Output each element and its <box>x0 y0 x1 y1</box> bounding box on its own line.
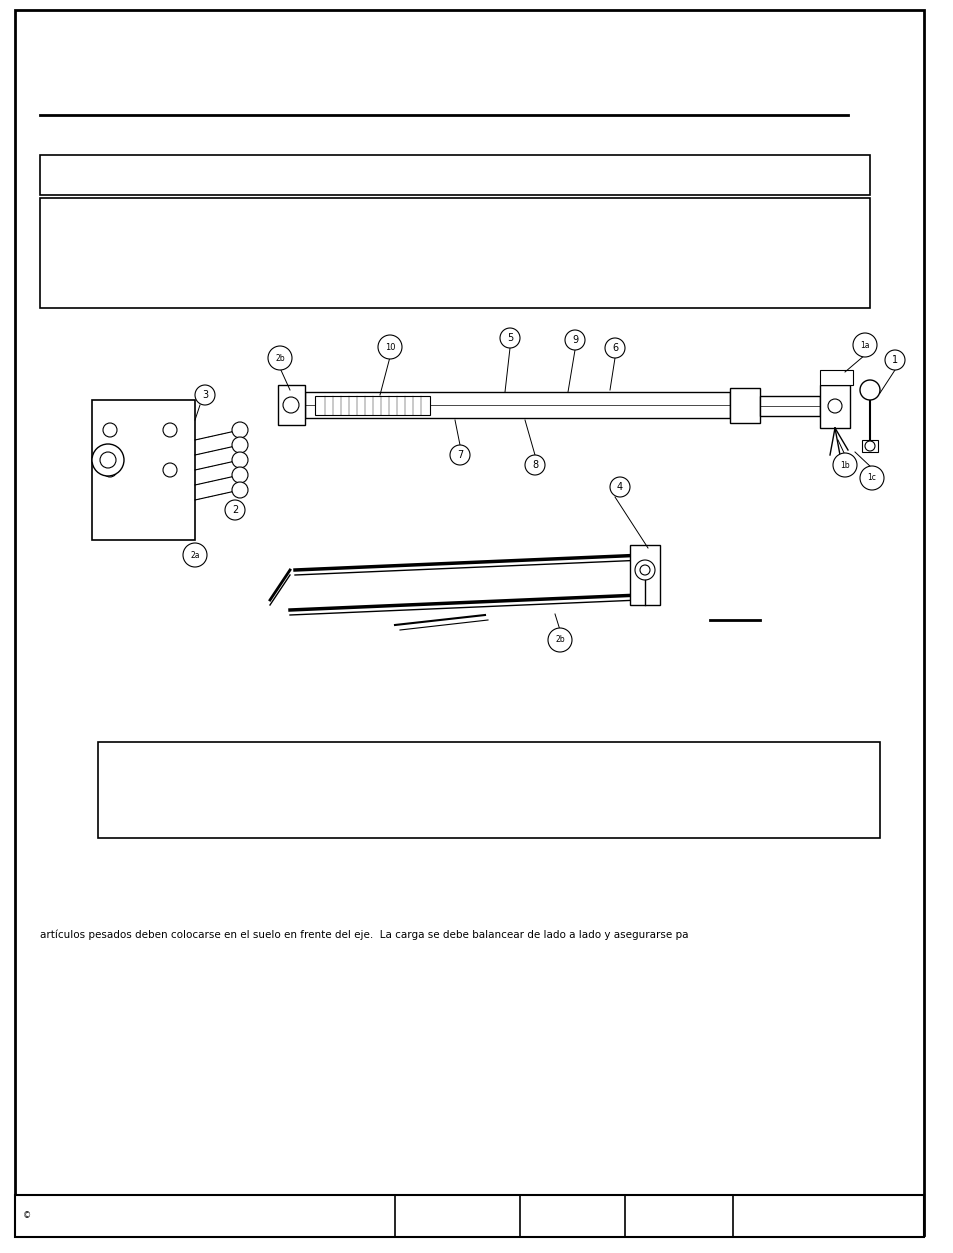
Text: 1: 1 <box>891 355 897 365</box>
Text: 6: 6 <box>611 343 618 353</box>
Circle shape <box>639 565 649 575</box>
Circle shape <box>635 560 655 580</box>
Circle shape <box>524 455 544 475</box>
Text: 2b: 2b <box>555 635 564 644</box>
Circle shape <box>100 452 116 469</box>
Circle shape <box>183 543 207 568</box>
Circle shape <box>547 628 572 652</box>
Circle shape <box>268 346 292 370</box>
Text: 8: 8 <box>532 460 537 470</box>
Circle shape <box>852 333 876 357</box>
Bar <box>305 392 729 419</box>
Circle shape <box>163 464 177 477</box>
Circle shape <box>827 398 841 413</box>
Text: 7: 7 <box>456 450 462 460</box>
Circle shape <box>564 330 584 350</box>
Circle shape <box>103 464 117 477</box>
Text: 2b: 2b <box>274 353 285 362</box>
Bar <box>15 1195 923 1237</box>
Circle shape <box>225 500 245 520</box>
Bar <box>91 400 194 540</box>
Circle shape <box>232 467 248 482</box>
Bar <box>40 198 869 308</box>
Text: 2: 2 <box>232 505 238 515</box>
Circle shape <box>232 452 248 469</box>
Bar <box>98 742 879 838</box>
Circle shape <box>499 328 519 348</box>
Circle shape <box>450 445 470 465</box>
Text: artículos pesados deben colocarse en el suelo en frente del eje.  La carga se de: artículos pesados deben colocarse en el … <box>40 930 688 941</box>
Circle shape <box>604 338 624 358</box>
Circle shape <box>864 441 874 451</box>
Circle shape <box>232 422 248 439</box>
Bar <box>820 370 852 385</box>
Circle shape <box>859 466 883 490</box>
Circle shape <box>91 444 124 476</box>
Text: 4: 4 <box>617 482 622 492</box>
Circle shape <box>283 397 298 413</box>
Circle shape <box>103 424 117 437</box>
Text: ©: © <box>23 1212 31 1220</box>
Text: 5: 5 <box>506 333 513 343</box>
Bar <box>862 440 877 452</box>
Circle shape <box>194 385 214 405</box>
Text: 10: 10 <box>384 342 395 352</box>
Circle shape <box>884 350 904 370</box>
Text: 2a: 2a <box>190 550 199 560</box>
Bar <box>40 155 869 195</box>
Circle shape <box>232 482 248 497</box>
Text: 9: 9 <box>572 335 578 345</box>
Text: 1b: 1b <box>840 461 849 470</box>
Bar <box>629 545 659 605</box>
Circle shape <box>163 424 177 437</box>
Text: 1a: 1a <box>860 341 869 350</box>
Text: 1c: 1c <box>866 474 876 482</box>
Circle shape <box>232 437 248 454</box>
Bar <box>314 396 430 415</box>
Circle shape <box>832 454 856 477</box>
Circle shape <box>609 477 629 497</box>
Bar <box>820 385 849 429</box>
Bar <box>277 385 305 425</box>
Circle shape <box>859 380 879 400</box>
Circle shape <box>377 335 401 360</box>
Text: 3: 3 <box>202 390 208 400</box>
Bar <box>729 388 760 424</box>
Bar <box>760 396 820 416</box>
